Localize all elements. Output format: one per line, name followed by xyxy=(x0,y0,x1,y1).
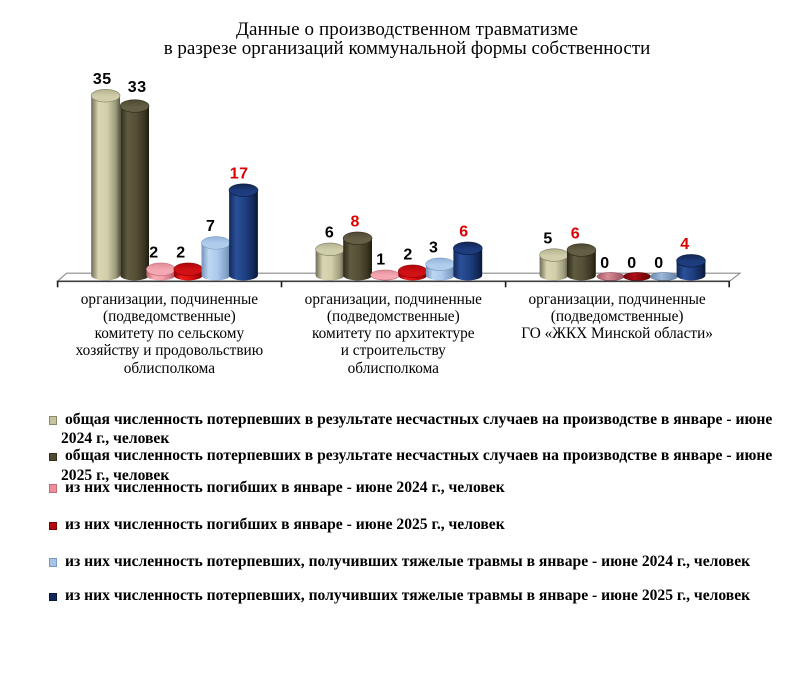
svg-text:0: 0 xyxy=(627,255,636,272)
svg-text:2: 2 xyxy=(149,244,158,261)
svg-text:1: 1 xyxy=(376,252,385,269)
svg-text:6: 6 xyxy=(571,225,580,242)
svg-text:3: 3 xyxy=(429,240,438,257)
svg-text:6: 6 xyxy=(459,224,468,241)
svg-text:2: 2 xyxy=(403,247,412,264)
svg-text:0: 0 xyxy=(600,255,609,272)
svg-text:2: 2 xyxy=(176,244,185,261)
svg-text:7: 7 xyxy=(206,218,215,235)
svg-text:5: 5 xyxy=(543,230,552,247)
svg-text:17: 17 xyxy=(230,165,249,182)
svg-text:4: 4 xyxy=(680,236,689,253)
svg-text:33: 33 xyxy=(128,79,147,96)
svg-text:35: 35 xyxy=(93,71,112,88)
svg-text:0: 0 xyxy=(654,255,663,272)
svg-text:8: 8 xyxy=(351,214,360,231)
svg-text:6: 6 xyxy=(325,225,334,242)
